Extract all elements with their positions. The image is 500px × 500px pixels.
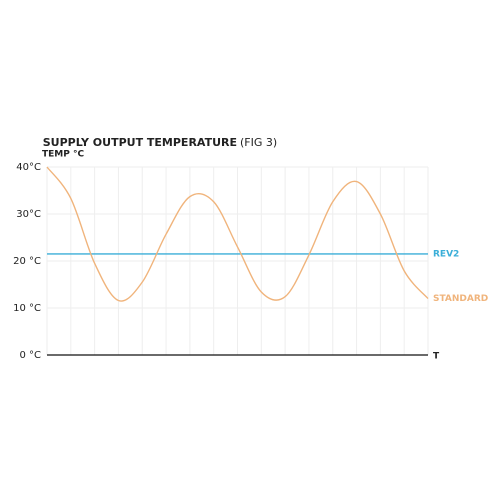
chart-subtitle: (FIG 3) (240, 136, 277, 149)
y-tick-label: 30°C (16, 209, 41, 220)
y-tick-label: 0 °C (19, 350, 41, 361)
y-tick-label: 40°C (16, 162, 41, 173)
series-line (46, 166, 429, 302)
y-tick-label: 20 °C (13, 256, 41, 267)
y-tick-label: 10 °C (13, 303, 41, 314)
x-axis-label: T (433, 352, 440, 362)
legend-label: REV2 (433, 249, 459, 259)
chart-title: SUPPLY OUTPUT TEMPERATURE (43, 136, 237, 149)
y-axis-label: TEMP °C (42, 150, 84, 160)
legend-label: STANDARD (433, 294, 488, 304)
